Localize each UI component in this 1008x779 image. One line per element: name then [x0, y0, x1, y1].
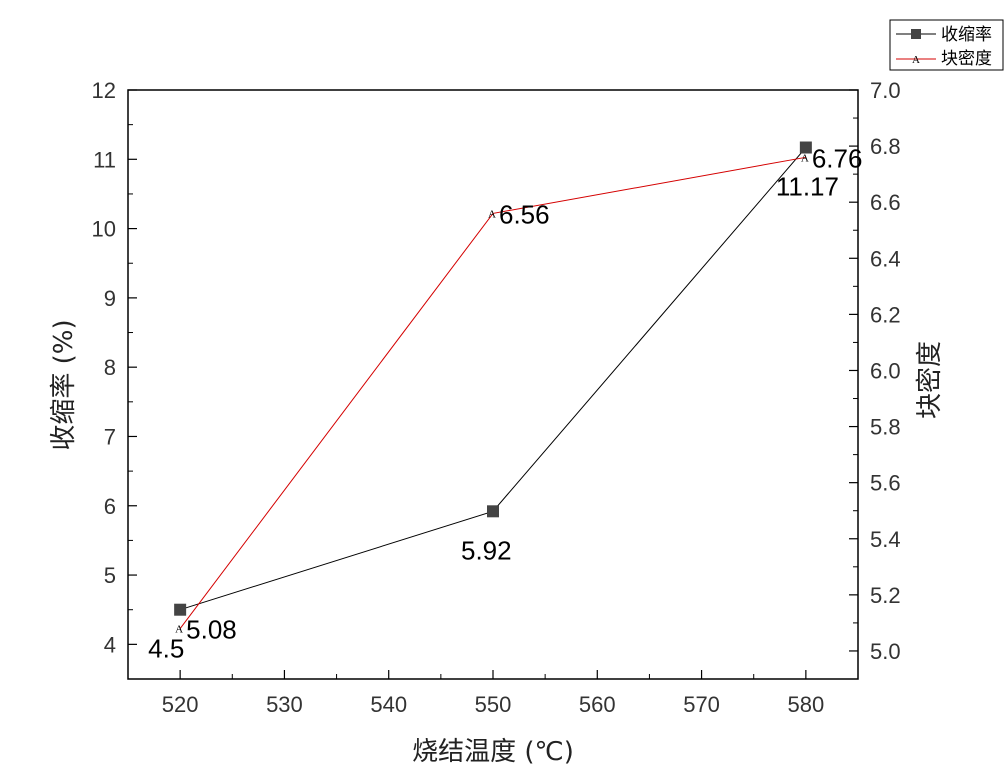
y-tick-label-4: 8	[104, 355, 116, 380]
y-tick-label-2: 6	[104, 494, 116, 519]
y2-tick-label-1: 5.2	[870, 583, 901, 608]
point-shrinkage-0	[174, 603, 187, 616]
data-label-density-0: 5.08	[186, 615, 237, 645]
legend-box	[889, 19, 1004, 71]
y-tick-label-7: 11	[93, 147, 116, 172]
y2-tick-label-4: 5.8	[870, 415, 901, 440]
y2-tick-label-0: 5.0	[870, 639, 901, 664]
point-density-0: A	[175, 624, 183, 636]
data-label-density-1: 6.56	[499, 199, 550, 229]
x-tick-label-4: 560	[579, 692, 616, 717]
y2-tick-label-5: 6.0	[870, 358, 901, 383]
y2-tick-label-8: 6.6	[870, 190, 901, 215]
plot-frame	[127, 89, 859, 680]
legend-label-shrinkage: 收缩率	[941, 25, 992, 45]
y-axis-right: 5.0 5.2 5.4 5.6 5.8 6.0 6.2 6.4 6.6 6.8 7.0	[849, 78, 901, 680]
legend-label-density: 块密度	[941, 49, 992, 69]
y-tick-label-8: 12	[92, 78, 116, 103]
point-shrinkage-2	[799, 141, 812, 154]
x-tick-label-6: 580	[787, 692, 824, 717]
y2-axis-title: 块密度	[915, 341, 945, 419]
point-density-2: A	[801, 152, 809, 164]
series-layer: A A A	[174, 141, 812, 636]
legend-marker-shrinkage	[911, 29, 921, 39]
x-tick-label-3: 550	[475, 692, 512, 717]
data-label-density-2: 6.76	[812, 143, 863, 173]
x-tick-label-2: 540	[370, 692, 407, 717]
data-label-shrinkage-1: 5.92	[461, 535, 512, 565]
data-label-layer: 4.5 5.92 11.17 5.08 6.56 6.76	[148, 143, 862, 663]
x-tick-label-0: 520	[162, 692, 199, 717]
series-line-density	[179, 156, 806, 629]
data-label-shrinkage-0: 4.5	[148, 634, 184, 664]
y-tick-label-0: 4	[104, 632, 116, 657]
y2-tick-label-3: 5.6	[870, 471, 901, 496]
legend-marker-density: A	[912, 54, 920, 66]
legend: 收缩率 A 块密度	[889, 19, 1004, 71]
y2-tick-label-7: 6.4	[870, 246, 901, 271]
y-axis-left: 4 5 6 7 8 9 10 11 12	[92, 78, 137, 680]
data-label-shrinkage-2: 11.17	[776, 172, 839, 202]
y2-tick-label-6: 6.2	[870, 302, 901, 327]
point-shrinkage-1	[487, 505, 499, 518]
y-axis-title: 收缩率 (%)	[49, 319, 79, 450]
y2-tick-label-2: 5.4	[870, 527, 901, 552]
y-tick-label-3: 7	[104, 424, 116, 449]
x-axis-title: 烧结温度 (℃)	[412, 737, 574, 767]
y2-tick-label-9: 6.8	[870, 134, 901, 159]
x-axis: 520 530 540 550 560 570 580	[162, 670, 824, 717]
y-tick-label-6: 10	[92, 217, 116, 242]
point-density-1: A	[488, 208, 496, 220]
x-tick-label-5: 570	[683, 692, 720, 717]
y2-tick-label-10: 7.0	[870, 78, 901, 103]
y-tick-label-5: 9	[104, 286, 116, 311]
x-tick-label-1: 530	[266, 692, 303, 717]
y-tick-label-1: 5	[104, 563, 116, 588]
